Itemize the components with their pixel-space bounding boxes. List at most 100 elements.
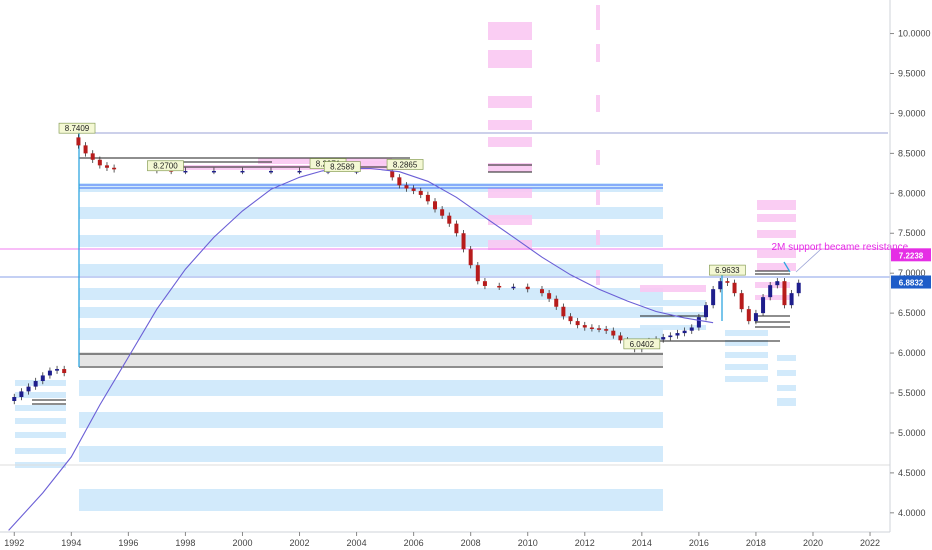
- value-label-2: 8.2865: [393, 160, 418, 169]
- candle-body-16: [183, 170, 188, 173]
- zone-layer: [15, 5, 796, 511]
- candle-body-26: [411, 188, 416, 191]
- candle-body-5: [47, 370, 52, 376]
- zone-band-10: [79, 446, 663, 462]
- candle-body-40: [539, 289, 544, 294]
- zone-band-49: [640, 285, 706, 292]
- zone-band-44: [15, 405, 66, 411]
- candle-body-9: [83, 145, 88, 154]
- zone-band-15: [488, 120, 532, 130]
- y-tick-label-7: 7.5000: [898, 228, 926, 238]
- zone-band-30: [757, 230, 796, 238]
- candle-body-10: [90, 153, 95, 160]
- candle-body-20: [297, 170, 302, 173]
- zone-band-24: [596, 150, 600, 165]
- candle-body-27: [418, 190, 423, 195]
- candle-body-32: [454, 223, 459, 234]
- zone-band-8: [79, 380, 663, 396]
- value-label-6: 6.0402: [630, 340, 655, 349]
- zone-band-1: [79, 207, 663, 219]
- x-tick-label-10: 2012: [575, 538, 595, 548]
- zone-band-2: [79, 235, 663, 247]
- candle-body-25: [404, 185, 409, 189]
- y-tick-label-5: 6.5000: [898, 308, 926, 318]
- zone-band-17: [488, 163, 532, 172]
- candle-body-28: [425, 194, 430, 202]
- candle-body-0: [12, 397, 17, 401]
- x-tick-label-1: 1994: [61, 538, 81, 548]
- zone-band-6: [79, 328, 663, 340]
- zone-band-9: [79, 412, 663, 428]
- candle-body-18: [240, 170, 245, 173]
- candle-body-44: [568, 316, 573, 322]
- zone-band-43: [15, 392, 66, 398]
- candle-body-37: [497, 285, 502, 288]
- zone-band-41: [777, 398, 796, 406]
- candle-body-11: [97, 159, 102, 166]
- candle-body-7: [62, 369, 67, 374]
- zone-band-21: [596, 5, 600, 30]
- y-tick-label-6: 7.0000: [898, 268, 926, 278]
- zone-band-16: [488, 137, 532, 147]
- candle-body-19: [268, 170, 273, 173]
- candle-body-41: [547, 293, 552, 299]
- zone-band-40: [777, 385, 796, 391]
- x-tick-label-5: 2002: [290, 538, 310, 548]
- zone-band-23: [596, 95, 600, 112]
- zone-band-25: [596, 190, 600, 205]
- candle-body-68: [739, 293, 744, 310]
- candle-body-72: [768, 285, 773, 298]
- candle-body-35: [475, 265, 480, 282]
- candle-body-45: [575, 321, 580, 326]
- value-label-box-0: [58, 122, 96, 134]
- zone-band-28: [757, 200, 796, 210]
- candle-body-33: [461, 233, 466, 250]
- zone-band-22: [596, 44, 600, 62]
- zone-band-50: [640, 300, 706, 306]
- zone-band-52: [640, 325, 706, 330]
- candle-body-61: [689, 327, 694, 331]
- zone-band-36: [725, 364, 768, 370]
- zone-band-34: [725, 340, 768, 346]
- zone-band-19: [488, 215, 532, 225]
- zone-band-12: [488, 22, 532, 40]
- projection-line-2: [783, 261, 791, 273]
- y-tick-label-4: 6.0000: [898, 348, 926, 358]
- candle-body-36: [482, 281, 487, 286]
- candle-body-31: [447, 215, 452, 224]
- y-tick-label-2: 5.0000: [898, 428, 926, 438]
- zone-band-18: [488, 188, 532, 198]
- x-tick-label-6: 2004: [347, 538, 367, 548]
- candle-body-24: [397, 177, 402, 186]
- x-tick-label-9: 2010: [518, 538, 538, 548]
- x-tick-label-0: 1992: [4, 538, 24, 548]
- value-label-box-3: [147, 160, 184, 172]
- zone-band-53: [755, 282, 790, 288]
- candle-body-48: [597, 328, 602, 330]
- y-tick-label-11: 9.5000: [898, 68, 926, 78]
- candle-body-64: [711, 289, 716, 306]
- zone-band-7: [79, 352, 663, 366]
- candle-body-63: [704, 305, 709, 318]
- candle-body-58: [668, 335, 673, 338]
- candle-body-60: [682, 330, 687, 334]
- zone-band-39: [777, 370, 796, 376]
- x-tick-label-4: 2000: [232, 538, 252, 548]
- x-tick-label-15: 2022: [860, 538, 880, 548]
- zone-band-42: [15, 380, 66, 386]
- x-tick-label-3: 1998: [175, 538, 195, 548]
- candle-body-43: [561, 306, 566, 317]
- candle-body-71: [761, 297, 766, 314]
- zone-band-47: [15, 448, 66, 454]
- value-label-box-6: [623, 338, 661, 350]
- zone-band-20: [488, 240, 532, 250]
- x-tick-label-7: 2006: [404, 538, 424, 548]
- candle-body-30: [440, 209, 445, 216]
- annotation-pointer: [795, 249, 821, 273]
- candle-body-76: [796, 282, 801, 294]
- zone-band-37: [725, 376, 768, 382]
- value-label-box-2: [386, 159, 424, 170]
- x-tick-label-8: 2008: [461, 538, 481, 548]
- candle-body-1: [19, 391, 24, 398]
